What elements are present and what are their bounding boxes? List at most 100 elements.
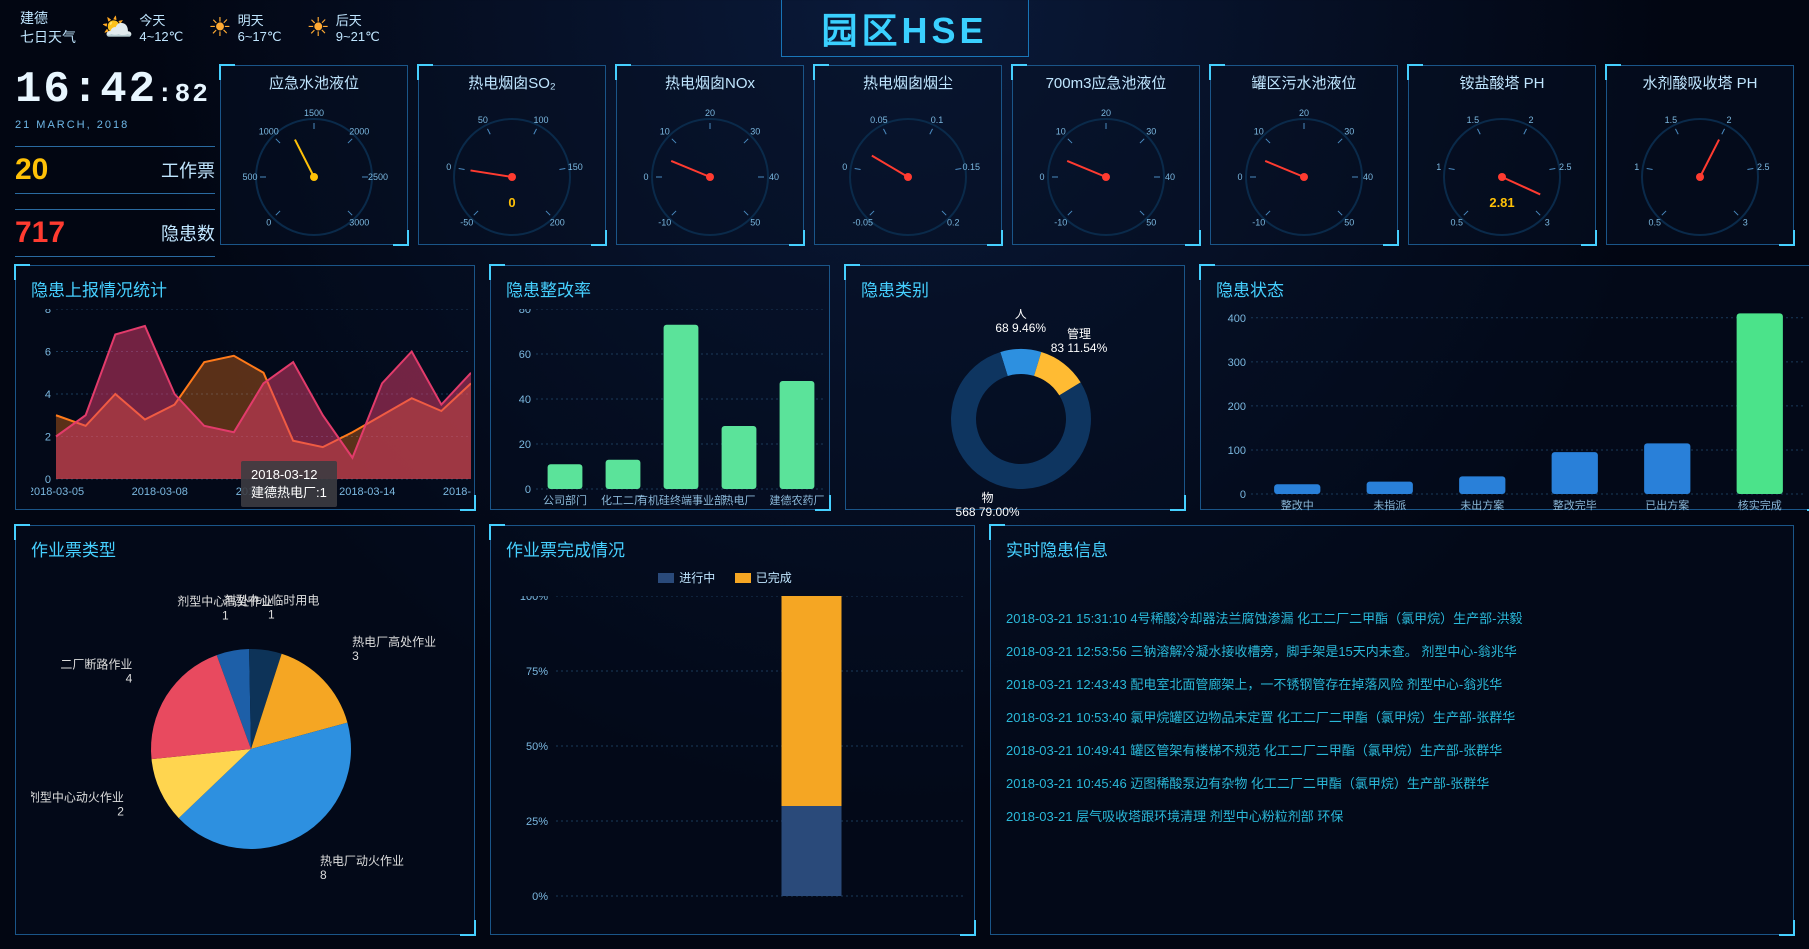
svg-text:20: 20	[1299, 108, 1309, 118]
panel-ticket-type: 作业票类型 剂型中心高处作业1剂型中心临时用电1热电厂高处作业3热电厂动火作业8…	[15, 525, 475, 935]
svg-text:-10: -10	[1054, 217, 1067, 227]
svg-text:50: 50	[1344, 217, 1354, 227]
svg-text:整改完毕: 整改完毕	[1553, 498, 1597, 512]
svg-text:0.15: 0.15	[962, 162, 980, 172]
svg-text:83 11.54%: 83 11.54%	[1051, 341, 1108, 355]
svg-text:2.81: 2.81	[1489, 195, 1514, 210]
svg-text:2500: 2500	[368, 172, 388, 182]
svg-text:100%: 100%	[520, 596, 548, 603]
svg-text:0: 0	[643, 172, 648, 182]
sun-icon: ☀	[306, 12, 329, 43]
svg-text:已出方案: 已出方案	[1645, 498, 1689, 512]
svg-text:20: 20	[705, 108, 715, 118]
svg-text:2018-03-08: 2018-03-08	[132, 486, 188, 498]
svg-text:0.05: 0.05	[870, 115, 888, 125]
svg-text:30: 30	[750, 127, 760, 137]
svg-text:2: 2	[1529, 115, 1534, 125]
svg-text:2: 2	[117, 805, 124, 819]
svg-text:50: 50	[478, 115, 488, 125]
feed-item: 2018-03-21 12:43:43 配电室北面管廊架上，一不锈钢管存在掉落风…	[1006, 667, 1778, 700]
svg-text:2.5: 2.5	[1757, 162, 1770, 172]
svg-text:热电厂高处作业: 热电厂高处作业	[352, 634, 436, 649]
svg-text:20: 20	[519, 439, 531, 451]
feed-item: 2018-03-21 15:31:10 4号稀酸冷却器法兰腐蚀渗漏 化工二厂二甲…	[1006, 601, 1778, 634]
svg-text:2.5: 2.5	[1559, 162, 1572, 172]
svg-text:2: 2	[45, 432, 51, 444]
weather-block: 建德 七日天气 ⛅ 今天4~12℃ ☀ 明天6~17℃ ☀ 后天9~21℃	[0, 9, 380, 45]
svg-text:1: 1	[222, 608, 229, 622]
svg-text:0: 0	[842, 162, 847, 172]
clock-date: 21 MARCH, 2018	[15, 119, 215, 131]
svg-text:3: 3	[1545, 217, 1550, 227]
svg-text:3: 3	[352, 649, 359, 663]
top-header: 建德 七日天气 ⛅ 今天4~12℃ ☀ 明天6~17℃ ☀ 后天9~21℃ 园区…	[0, 0, 1809, 55]
gauge-5: 罐区污水池液位-1001020304050	[1210, 65, 1398, 245]
svg-text:0: 0	[446, 162, 451, 172]
svg-text:有机硅终端事业部: 有机硅终端事业部	[637, 493, 725, 507]
gauge-1: 热电烟囱SO₂-500501001502000	[418, 65, 606, 245]
svg-text:10: 10	[660, 127, 670, 137]
svg-text:50: 50	[1146, 217, 1156, 227]
svg-text:-0.05: -0.05	[852, 217, 873, 227]
panel-title: 隐患上报情况统计	[31, 276, 459, 301]
svg-text:40: 40	[1165, 172, 1175, 182]
svg-text:0.5: 0.5	[1450, 217, 1463, 227]
svg-text:0%: 0%	[532, 891, 548, 903]
stacked-bar-chart: 0%25%50%75%100%	[506, 596, 966, 916]
svg-text:1500: 1500	[304, 108, 324, 118]
svg-text:热电厂动火作业: 热电厂动火作业	[320, 854, 404, 868]
svg-text:2018-03-05: 2018-03-05	[31, 486, 84, 498]
feed-item: 2018-03-21 12:53:56 三钠溶解冷凝水接收槽旁，脚手架是15天内…	[1006, 634, 1778, 667]
svg-text:物: 物	[982, 491, 994, 505]
svg-text:3000: 3000	[349, 217, 369, 227]
svg-text:二厂断路作业: 二厂断路作业	[60, 657, 132, 672]
svg-text:热电厂: 热电厂	[723, 494, 756, 507]
panel-ticket-completion: 作业票完成情况 进行中 已完成 0%25%50%75%100%	[490, 525, 975, 935]
svg-text:30: 30	[1146, 127, 1156, 137]
svg-text:200: 200	[550, 217, 565, 227]
legend: 进行中 已完成	[506, 569, 959, 588]
gauge-7: 水剂酸吸收塔 PH0.511.522.53	[1606, 65, 1794, 245]
feed-item: 2018-03-21 10:53:40 氯甲烷罐区边物品未定置 化工二厂二甲酯（…	[1006, 700, 1778, 733]
pie-chart: 剂型中心高处作业1剂型中心临时用电1热电厂高处作业3热电厂动火作业8剂型中心动火…	[31, 569, 471, 939]
svg-text:0: 0	[266, 217, 271, 227]
sun-icon: ☀	[208, 12, 231, 43]
svg-text:0: 0	[508, 195, 515, 210]
svg-text:核实完成: 核实完成	[1738, 498, 1782, 512]
chart-tooltip: 2018-03-12 建德热电厂:1	[241, 461, 337, 507]
panel-title: 隐患状态	[1216, 276, 1806, 301]
svg-text:管理: 管理	[1067, 326, 1091, 341]
svg-text:-10: -10	[1252, 217, 1265, 227]
svg-text:人: 人	[1015, 309, 1027, 321]
weather-day-0: ⛅ 今天4~12℃	[101, 10, 183, 45]
gauge-2: 热电烟囱NOx-1001020304050	[616, 65, 804, 245]
svg-text:未出方案: 未出方案	[1460, 498, 1504, 512]
svg-text:整改中: 整改中	[1281, 498, 1314, 512]
donut-chart: 人68 9.46% 管理83 11.54% 物568 79.00%	[861, 309, 1181, 519]
svg-text:1.5: 1.5	[1665, 115, 1678, 125]
svg-text:1: 1	[1436, 162, 1441, 172]
gauge-0: 应急水池液位050010001500200025003000	[220, 65, 408, 245]
svg-text:68 9.46%: 68 9.46%	[995, 321, 1046, 335]
gauge-6: 铵盐酸塔 PH0.511.522.532.81	[1408, 65, 1596, 245]
svg-text:2000: 2000	[349, 127, 369, 137]
svg-text:2018-03-19: 2018-03-19	[443, 486, 471, 498]
svg-text:25%: 25%	[526, 816, 548, 828]
svg-text:建德农药厂: 建德农药厂	[770, 493, 825, 507]
svg-text:剂型中心临时用电: 剂型中心临时用电	[223, 592, 319, 607]
panel-title: 作业票完成情况	[506, 536, 959, 561]
svg-text:50%: 50%	[526, 741, 548, 753]
gauge-4: 700m3应急池液位-1001020304050	[1012, 65, 1200, 245]
panel-hazard-category: 隐患类别 人68 9.46%管理83 11.54%物568 79.00%	[845, 265, 1185, 510]
svg-text:6: 6	[45, 347, 51, 359]
svg-text:1: 1	[1634, 162, 1639, 172]
svg-text:8: 8	[320, 868, 327, 882]
panel-rectification-rate: 隐患整改率 020406080公司部门化工二厂有机硅终端事业部热电厂建德农药厂	[490, 265, 830, 510]
svg-text:10: 10	[1056, 127, 1066, 137]
left-stats: 16:42:82 21 MARCH, 2018 20 工作票 717 隐患数	[15, 65, 215, 257]
svg-text:80: 80	[519, 309, 531, 316]
weather-location-label: 建德 七日天气	[20, 9, 76, 45]
svg-text:568 79.00%: 568 79.00%	[956, 505, 1020, 519]
svg-text:200: 200	[1228, 401, 1246, 413]
bar-chart-status: 0100200300400整改中未指派未出方案整改完毕已出方案核实完成	[1216, 309, 1806, 514]
